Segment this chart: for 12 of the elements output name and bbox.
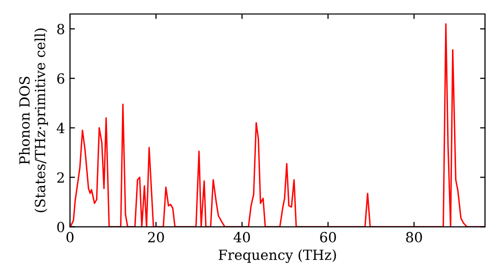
x-tick-label: 80 — [406, 232, 422, 242]
x-axis-title: Frequency (THz) — [218, 249, 336, 263]
y-tick-label: 0 — [57, 222, 64, 232]
y-tick-label: 2 — [57, 172, 64, 183]
x-tick-label: 20 — [148, 232, 164, 242]
y-tick-label: 4 — [56, 122, 64, 134]
x-tick-label: 0 — [66, 232, 74, 242]
y-tick-label: 8 — [57, 24, 64, 34]
y-axis-title: Phonon DOS (States/THz·primitive cell) — [18, 28, 48, 212]
y-tick-label: 6 — [57, 73, 64, 84]
x-tick-label: 60 — [320, 232, 336, 242]
x-tick-label: 40 — [234, 232, 250, 242]
